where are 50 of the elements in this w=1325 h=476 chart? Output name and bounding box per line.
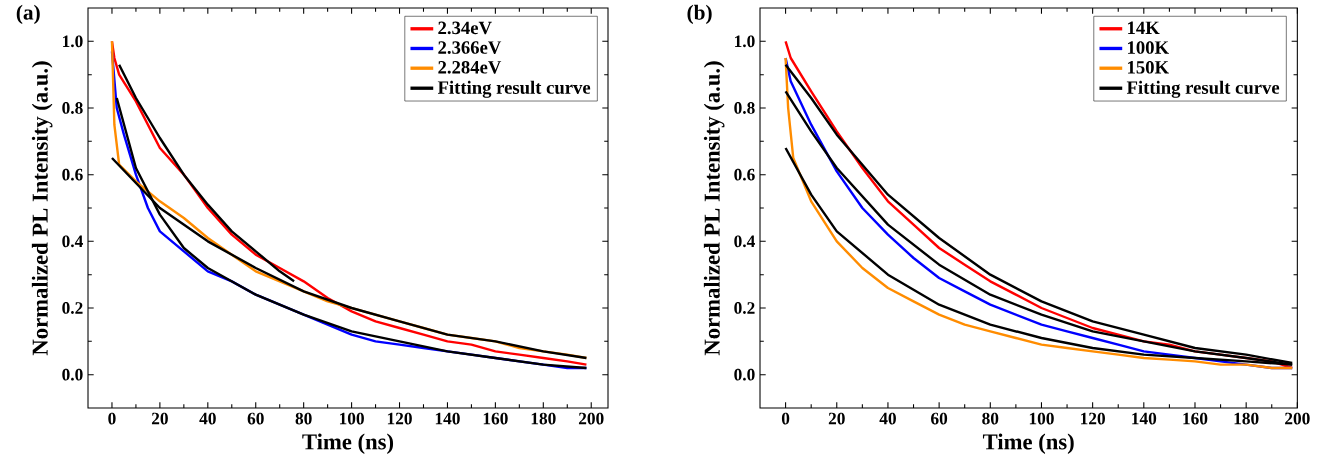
x-tick-label: 140 xyxy=(435,412,460,425)
legend-label: 150K xyxy=(1128,61,1169,74)
legend-label: 2.34eV xyxy=(438,21,492,35)
x-tick-label: 60 xyxy=(931,412,948,425)
x-tick-label: 80 xyxy=(295,412,312,425)
y-tick-label: 0.2 xyxy=(62,302,83,314)
x-tick-label: 40 xyxy=(199,412,216,425)
line-series xyxy=(115,96,588,370)
legend-label: 2.284eV xyxy=(438,60,502,74)
chart-title: (b) xyxy=(687,4,712,25)
x-tick-label: 20 xyxy=(151,412,168,425)
x-tick-label: 200 xyxy=(578,412,604,425)
legend-label: 2.366eV xyxy=(438,41,502,54)
x-tick-label: 100 xyxy=(1029,412,1054,425)
y-tick-label: 0.4 xyxy=(734,235,755,248)
x-tick-label: 120 xyxy=(1081,412,1105,425)
legend-label: Fitting result curve xyxy=(1126,80,1280,98)
x-tick-label: 160 xyxy=(1183,412,1208,425)
x-tick-label: 40 xyxy=(879,412,896,425)
x-tick-label: 100 xyxy=(339,412,364,425)
x-tick-label: 200 xyxy=(1285,412,1310,425)
x-tick-label: 0 xyxy=(781,412,790,425)
y-tick-label: 0.2 xyxy=(734,302,755,314)
legend-label: 100K xyxy=(1128,41,1169,54)
legend-label: 14K xyxy=(1128,21,1160,34)
legend-label: Fitting result curve xyxy=(437,80,591,98)
chart-title: (a) xyxy=(16,4,40,25)
y-axis-title: Normalized PL Intensity (a.u.) xyxy=(31,61,53,356)
x-tick-label: 180 xyxy=(1234,412,1259,425)
y-tick-label: 0.0 xyxy=(62,368,83,381)
y-tick-label: 0.8 xyxy=(62,102,83,114)
x-tick-label: 160 xyxy=(483,412,508,425)
x-tick-label: 120 xyxy=(387,412,412,425)
x-axis-title: Time (ns) xyxy=(982,433,1074,455)
y-tick-label: 0.6 xyxy=(62,168,83,181)
y-tick-label: 1.0 xyxy=(63,35,83,48)
y-tick-label: 0.8 xyxy=(734,102,755,114)
y-axis-title: Normalized PL Intensity (a.u.) xyxy=(703,61,725,356)
y-tick-label: 0.0 xyxy=(734,368,755,381)
x-tick-label: 20 xyxy=(828,412,845,425)
x-tick-label: 0 xyxy=(108,412,116,425)
x-axis-title: Time (ns) xyxy=(302,433,394,455)
x-tick-label: 60 xyxy=(247,412,264,425)
y-tick-label: 0.4 xyxy=(62,235,83,248)
x-tick-label: 80 xyxy=(982,412,999,425)
x-tick-label: 180 xyxy=(531,412,556,425)
x-tick-label: 140 xyxy=(1132,412,1157,425)
y-tick-label: 1.0 xyxy=(735,35,755,48)
line-series xyxy=(117,63,296,283)
y-tick-label: 0.6 xyxy=(734,168,755,181)
